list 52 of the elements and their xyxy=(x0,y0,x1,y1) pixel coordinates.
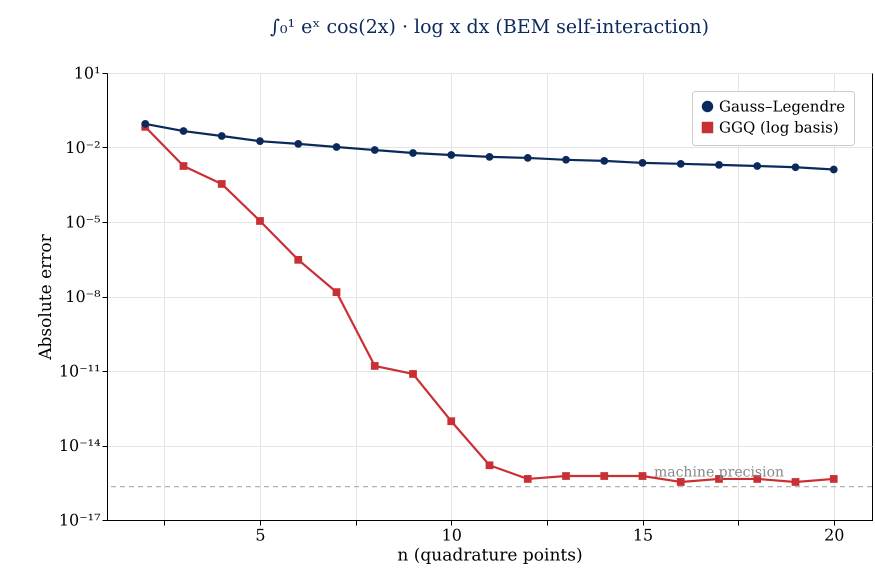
point xyxy=(370,146,379,154)
point xyxy=(562,156,570,164)
point xyxy=(256,217,264,225)
point xyxy=(141,120,150,128)
point xyxy=(638,159,646,167)
y-tick-label: 10⁻⁵ xyxy=(65,212,100,232)
y-tick-label: 10¹ xyxy=(74,64,100,82)
x-tick-label: 10 xyxy=(442,526,462,544)
chart-title: ∫₀¹ eˣ cos(2x) · log x dx (BEM self-interaction) xyxy=(270,16,710,38)
point xyxy=(638,472,646,480)
point xyxy=(256,137,264,146)
x-tick-label: 5 xyxy=(255,526,266,544)
point xyxy=(447,417,456,426)
point xyxy=(676,478,685,486)
point xyxy=(486,152,494,161)
point xyxy=(409,149,417,157)
point xyxy=(218,132,226,140)
point xyxy=(370,362,379,370)
legend-label: GGQ (log basis) xyxy=(719,118,839,136)
legend-label: Gauss–Legendre xyxy=(719,98,846,116)
point xyxy=(715,160,723,169)
point xyxy=(830,166,838,174)
y-tick-label: 10⁻² xyxy=(65,138,100,157)
point xyxy=(332,143,340,151)
x-axis-title: n (quadrature points) xyxy=(397,546,583,566)
point xyxy=(447,151,456,159)
y-tick-label: 10⁻⁸ xyxy=(65,287,100,306)
point xyxy=(753,162,762,170)
point xyxy=(600,156,608,165)
point xyxy=(830,475,838,483)
y-axis-title: Absolute error xyxy=(36,233,56,361)
point xyxy=(294,140,302,148)
x-tick-label: 20 xyxy=(824,526,844,544)
point xyxy=(218,180,226,188)
y-tick-label: 10⁻¹¹ xyxy=(58,362,100,380)
point xyxy=(792,163,800,172)
y-tick-label: 10⁻¹⁷ xyxy=(58,510,100,530)
point xyxy=(180,162,188,170)
point xyxy=(486,461,494,470)
point xyxy=(409,370,417,378)
point xyxy=(332,288,340,296)
point xyxy=(294,256,302,264)
point xyxy=(524,475,532,483)
point xyxy=(792,478,800,486)
point xyxy=(562,472,570,480)
x-tick-label: 15 xyxy=(632,526,654,544)
point xyxy=(524,154,532,162)
point xyxy=(676,160,685,168)
point xyxy=(600,472,608,480)
annotation: machine precision xyxy=(654,464,784,481)
y-tick-label: 10⁻¹⁴ xyxy=(58,436,100,455)
point xyxy=(180,127,188,135)
